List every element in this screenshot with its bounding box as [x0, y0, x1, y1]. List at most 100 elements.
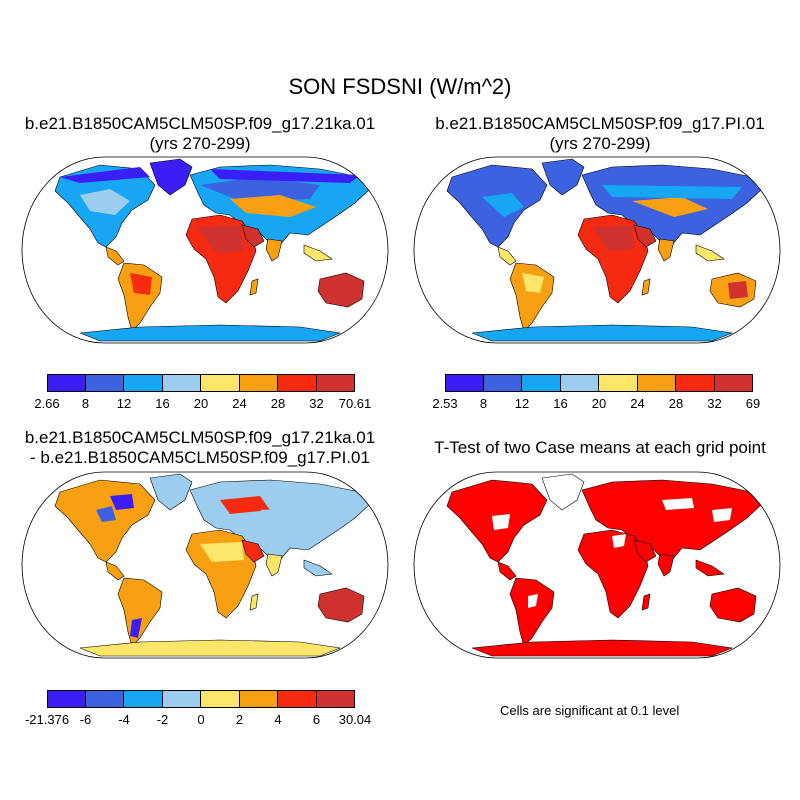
panel-case1-title-line2: (yrs 270-299) [149, 134, 251, 153]
continent-australia [317, 272, 365, 308]
colorbar-swatch [201, 690, 240, 708]
colorbar-difference: -21.376 -6 -4 -2 0 2 4 6 30.04 [25, 690, 371, 727]
colorbar-swatch [278, 690, 317, 708]
colorbar-tick-label: 24 [630, 396, 645, 411]
field-patch [200, 542, 244, 562]
field-patch [230, 195, 316, 217]
colorbar-case2: 2.53 8 12 16 20 24 28 32 69 [432, 374, 760, 411]
colorbar-tick-label: -21.376 [24, 712, 70, 727]
colorbar-swatch [239, 374, 278, 392]
panel-case1-title: b.e21.B1850CAM5CLM50SP.f09_g17.21ka.01 (… [0, 114, 400, 154]
colorbar-swatch [124, 374, 163, 392]
field-patch [592, 225, 634, 251]
panel-diff-title-line1: b.e21.B1850CAM5CLM50SP.f09_g17.21ka.01 [24, 428, 376, 447]
colorbar-tick-label: -6 [79, 712, 92, 727]
colorbar-tick-label: 8 [479, 396, 488, 411]
continent-greenland [149, 158, 193, 196]
continent-india [265, 238, 283, 262]
colorbar-swatch [483, 374, 522, 392]
field-patch [196, 225, 244, 253]
continent-antarctica [79, 324, 342, 342]
colorbar-swatch [316, 374, 355, 392]
map-difference [21, 471, 389, 659]
field-patch [80, 189, 130, 215]
continent-south-america [509, 577, 555, 647]
field-patch [492, 514, 510, 530]
colorbar-swatch [676, 374, 715, 392]
colorbar-swatch [85, 690, 124, 708]
field-patch [728, 281, 748, 299]
continent-se-asia [695, 244, 725, 262]
colorbar-swatch [239, 690, 278, 708]
colorbar-tick-label: 32 [309, 396, 324, 411]
colorbar-case1: 2.66 8 12 16 20 24 28 32 70.61 [34, 374, 371, 411]
continent-antarctica [79, 639, 342, 657]
colorbar-swatch [316, 690, 355, 708]
colorbar-swatch [162, 374, 201, 392]
continent-central-america [497, 561, 517, 581]
colorbar-tick-label: 20 [591, 396, 607, 411]
continent-greenland [541, 473, 585, 511]
colorbar-tick-label: 16 [155, 396, 170, 411]
colorbar-tick-label: 32 [707, 396, 722, 411]
significance-note: Cells are significant at 0.1 level [500, 703, 680, 718]
colorbar-tick-label: 69 [745, 396, 761, 411]
land-layer [446, 473, 763, 657]
continent-south-america [509, 262, 555, 332]
land-layer [54, 158, 371, 342]
continent-antarctica [471, 639, 734, 657]
colorbar-tick-label: 4 [274, 712, 282, 727]
colorbar-tick-label: 8 [81, 396, 90, 411]
panel-ttest-title: T-Test of two Case means at each grid po… [434, 438, 766, 457]
colorbar-swatch [162, 690, 201, 708]
continent-india [657, 553, 675, 577]
colorbar-swatch [714, 374, 753, 392]
colorbar-tick-label: 6 [312, 712, 321, 727]
field-patch [130, 273, 152, 295]
field-patch [712, 508, 732, 522]
continent-africa [577, 529, 649, 619]
continent-madagascar [641, 593, 651, 611]
continent-greenland [149, 473, 193, 511]
colorbar-swatch [599, 374, 638, 392]
field-patch [220, 496, 270, 514]
continent-arabia [633, 224, 657, 248]
colorbar-swatch [201, 374, 240, 392]
colorbar-swatch [522, 374, 561, 392]
map-border [413, 156, 781, 344]
continent-madagascar [249, 593, 259, 611]
colorbar-tick-label: -4 [118, 712, 130, 727]
field-patch [612, 534, 626, 548]
colorbar-swatch [85, 374, 124, 392]
continent-australia [709, 587, 757, 623]
panel-case1-title-line1: b.e21.B1850CAM5CLM50SP.f09_g17.21ka.01 [24, 114, 376, 133]
field-patch [602, 185, 742, 199]
colorbar-tick-label: 16 [553, 396, 568, 411]
continent-central-america [105, 561, 125, 581]
colorbar-swatch [445, 374, 484, 392]
continent-arabia [241, 539, 265, 563]
colorbar-tick-label: 2.66 [34, 396, 60, 411]
land-layer [54, 473, 371, 657]
colorbar-swatch [124, 690, 163, 708]
colorbar-tick-label: 2 [235, 712, 244, 727]
continent-antarctica [471, 324, 734, 342]
map-ttest [413, 471, 781, 659]
continent-eurasia [581, 479, 763, 561]
field-patch [528, 594, 538, 608]
continent-australia [317, 587, 365, 623]
panel-diff-title: b.e21.B1850CAM5CLM50SP.f09_g17.21ka.01 -… [0, 428, 400, 468]
field-patch [632, 197, 708, 217]
panel-case2-title: b.e21.B1850CAM5CLM50SP.f09_g17.PI.01 (yr… [400, 114, 800, 154]
field-patch [260, 506, 350, 526]
colorbar-tick-label: 12 [514, 396, 530, 411]
colorbar-tick-label: -2 [156, 712, 169, 727]
map-border [21, 156, 389, 344]
colorbar-tick-label: 24 [232, 396, 247, 411]
colorbar-tick-label: 28 [668, 396, 684, 411]
field-patch [662, 498, 694, 510]
continent-greenland [541, 158, 585, 196]
colorbar-tick-label: 28 [270, 396, 286, 411]
field-patch [96, 506, 116, 522]
map-border [21, 471, 389, 659]
